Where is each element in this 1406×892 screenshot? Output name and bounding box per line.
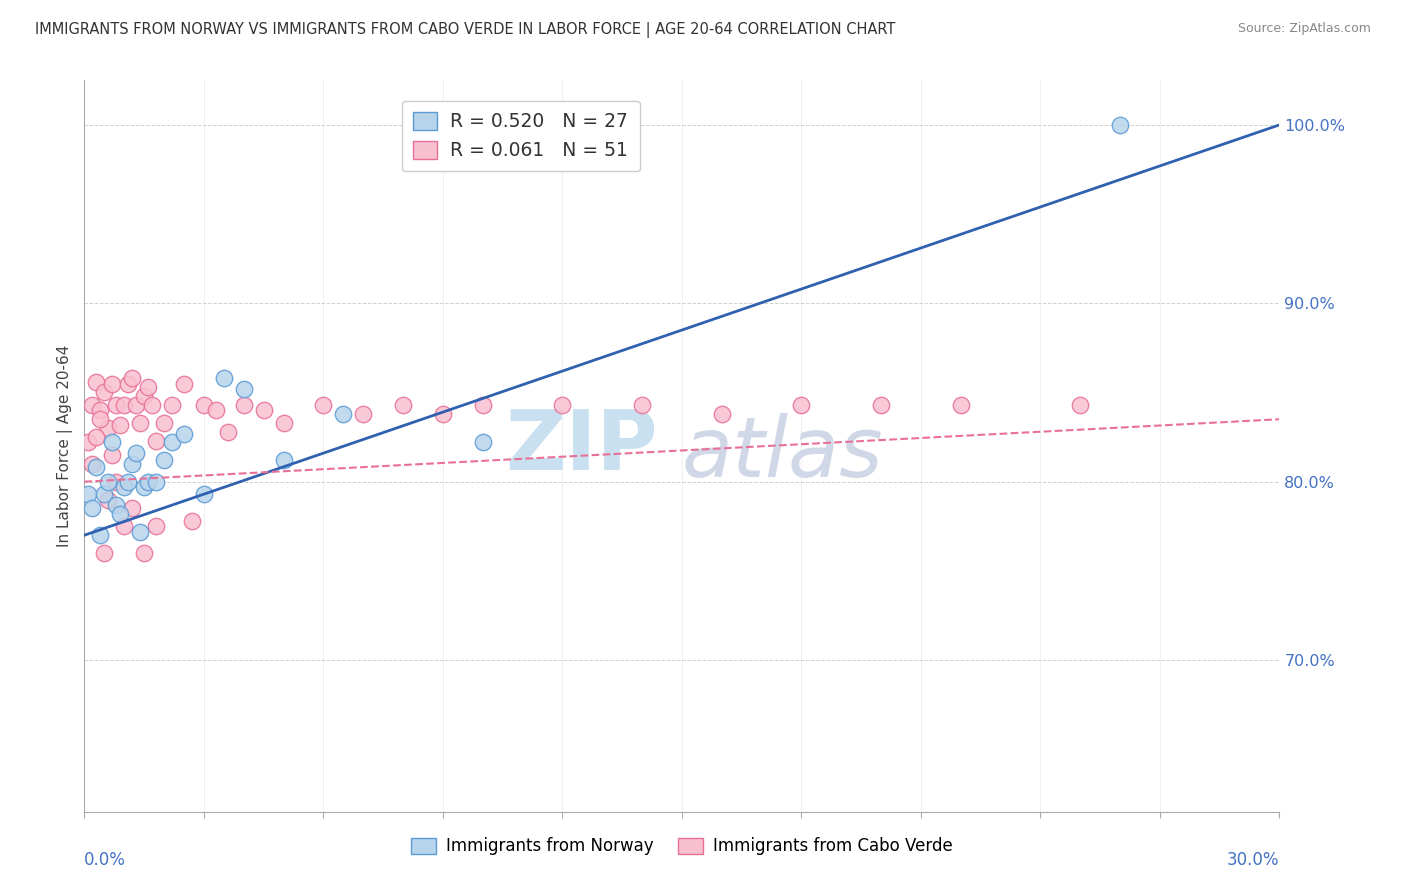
Legend: Immigrants from Norway, Immigrants from Cabo Verde: Immigrants from Norway, Immigrants from … [404, 830, 960, 862]
Point [217, 425, 239, 439]
Point [93, 385, 115, 400]
Point [1109, 118, 1132, 132]
Point [352, 407, 374, 421]
Point [551, 398, 574, 412]
Point [232, 398, 254, 412]
Point [273, 453, 295, 467]
Point [93, 546, 115, 560]
Point [160, 398, 183, 412]
Text: 0.0%: 0.0% [84, 851, 127, 869]
Point [145, 475, 167, 489]
Text: Source: ZipAtlas.com: Source: ZipAtlas.com [1237, 22, 1371, 36]
Text: atlas: atlas [682, 413, 883, 494]
Point [181, 514, 204, 528]
Point [136, 475, 159, 489]
Point [125, 398, 148, 412]
Point [77, 435, 100, 450]
Point [97, 421, 120, 435]
Text: 30.0%: 30.0% [1227, 851, 1279, 869]
Point [105, 398, 128, 412]
Text: ZIP: ZIP [506, 406, 658, 486]
Point [273, 416, 295, 430]
Point [332, 407, 354, 421]
Point [86, 460, 108, 475]
Point [132, 546, 156, 560]
Point [710, 407, 733, 421]
Point [89, 412, 111, 426]
Point [121, 371, 143, 385]
Point [253, 403, 276, 417]
Text: IMMIGRANTS FROM NORWAY VS IMMIGRANTS FROM CABO VERDE IN LABOR FORCE | AGE 20-64 : IMMIGRANTS FROM NORWAY VS IMMIGRANTS FRO… [35, 22, 896, 38]
Point [97, 492, 120, 507]
Point [193, 487, 215, 501]
Point [1069, 398, 1091, 412]
Point [790, 398, 813, 412]
Point [132, 480, 156, 494]
Point [471, 435, 494, 450]
Point [145, 519, 167, 533]
Point [153, 453, 176, 467]
Point [101, 448, 124, 462]
Point [121, 457, 143, 471]
Point [86, 375, 108, 389]
Point [160, 435, 183, 450]
Point [110, 507, 132, 521]
Point [312, 398, 335, 412]
Point [117, 475, 139, 489]
Point [870, 398, 893, 412]
Point [105, 475, 128, 489]
Point [112, 398, 135, 412]
Point [82, 501, 104, 516]
Point [101, 435, 124, 450]
Point [117, 376, 139, 391]
Point [93, 487, 115, 501]
Point [129, 524, 152, 539]
Point [212, 371, 235, 385]
Point [193, 398, 215, 412]
Point [121, 501, 143, 516]
Point [89, 528, 111, 542]
Point [101, 376, 124, 391]
Point [82, 457, 104, 471]
Point [141, 398, 163, 412]
Y-axis label: In Labor Force | Age 20-64: In Labor Force | Age 20-64 [58, 345, 73, 547]
Point [86, 430, 108, 444]
Point [173, 376, 195, 391]
Point [125, 446, 148, 460]
Point [631, 398, 654, 412]
Point [392, 398, 415, 412]
Point [110, 417, 132, 432]
Point [173, 426, 195, 441]
Point [97, 475, 120, 489]
Point [949, 398, 972, 412]
Point [105, 498, 128, 512]
Point [112, 480, 135, 494]
Point [112, 519, 135, 533]
Point [77, 487, 100, 501]
Point [153, 416, 176, 430]
Point [232, 382, 254, 396]
Point [129, 416, 152, 430]
Point [136, 380, 159, 394]
Point [132, 389, 156, 403]
Point [471, 398, 494, 412]
Point [145, 434, 167, 448]
Point [89, 403, 111, 417]
Point [82, 398, 104, 412]
Point [432, 407, 454, 421]
Point [205, 403, 228, 417]
